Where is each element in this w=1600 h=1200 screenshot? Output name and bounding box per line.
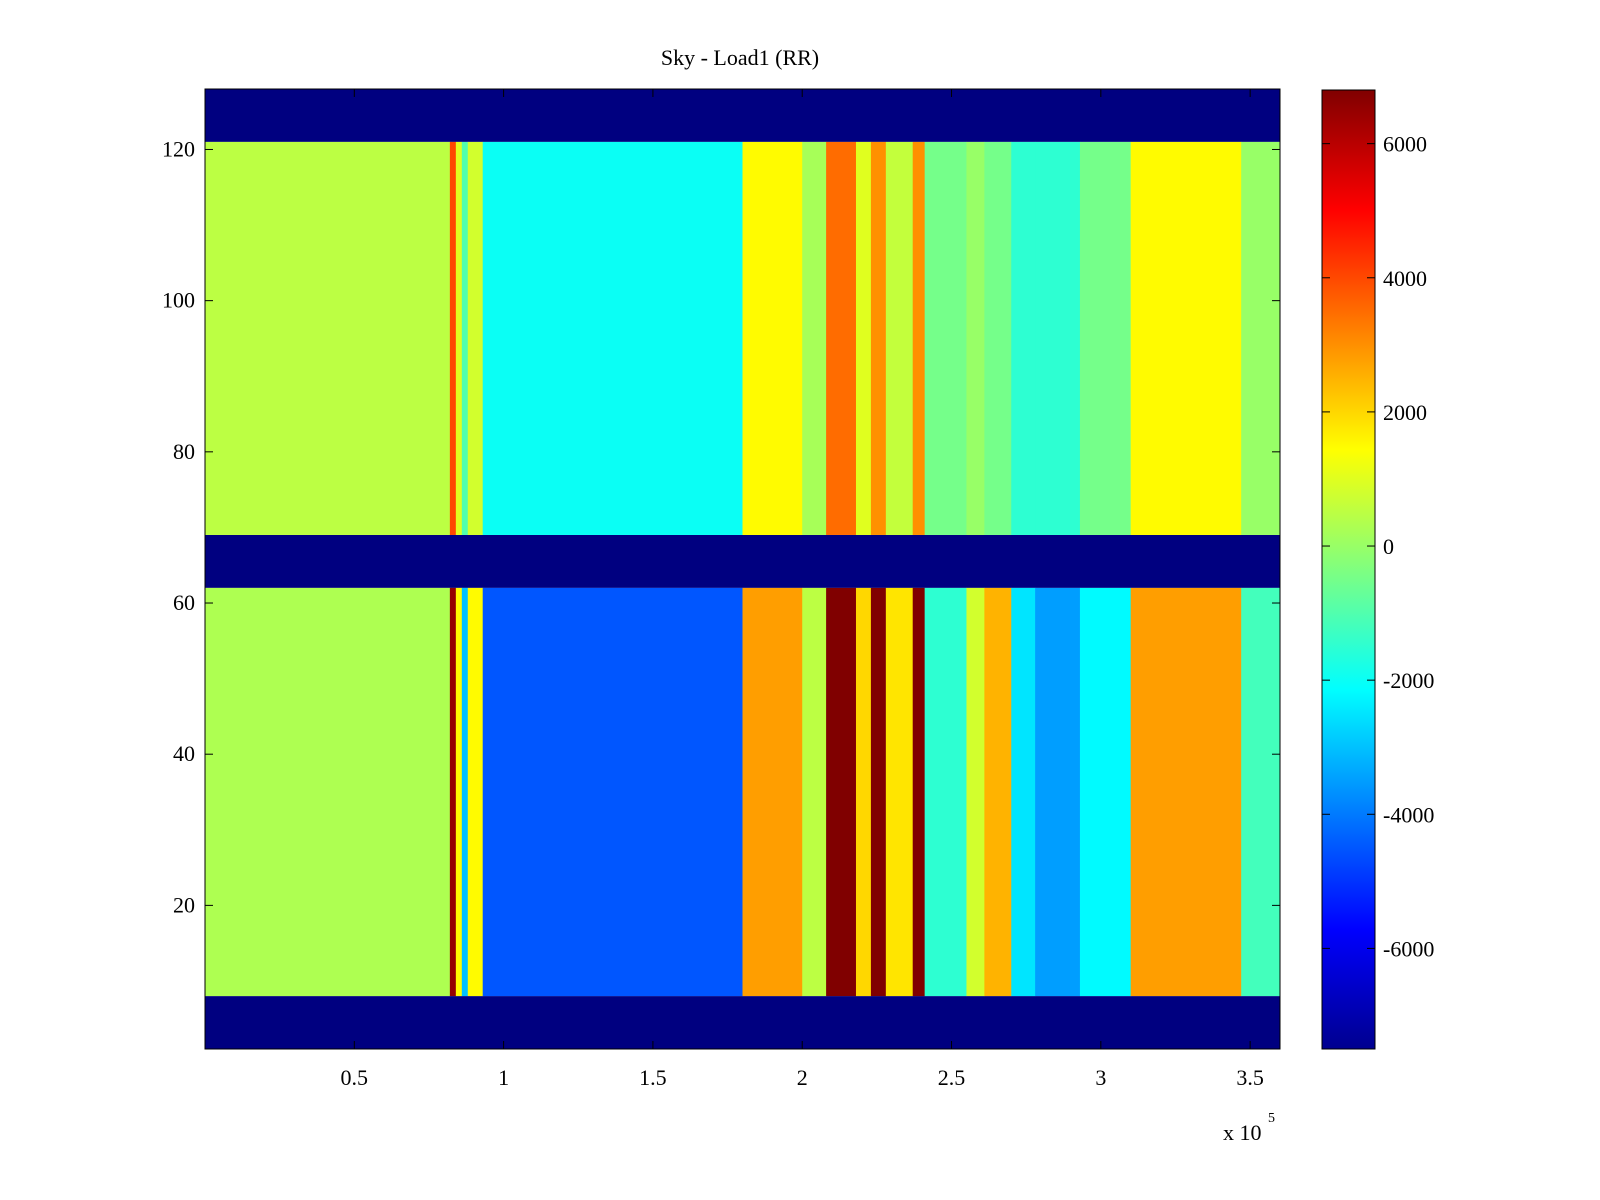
x-tick-label: 3.5 — [1236, 1065, 1264, 1090]
heatmap-cell — [455, 141, 463, 535]
colorbar-tick-label: -6000 — [1383, 936, 1434, 961]
masked-band — [205, 89, 1280, 142]
y-tick-label: 20 — [173, 892, 195, 917]
heatmap-cell — [802, 587, 827, 997]
heatmap-cell — [461, 587, 469, 997]
colorbar — [1321, 89, 1376, 1050]
heatmap-cell — [826, 141, 857, 535]
heatmap-cell — [461, 141, 469, 535]
heatmap-cell — [205, 141, 451, 535]
heatmap-cell — [1241, 587, 1281, 997]
colorbar-tick-label: -4000 — [1383, 802, 1434, 827]
heatmap-cell — [855, 141, 872, 535]
masked-band — [205, 996, 1280, 1049]
heatmap-cell — [885, 587, 914, 997]
heatmap-cell — [984, 587, 1012, 997]
heatmap-cell — [482, 587, 743, 997]
heatmap-cell — [467, 587, 484, 997]
heatmap-cell — [966, 141, 985, 535]
heatmap-cell — [1079, 141, 1132, 535]
colorbar-tick-label: 2000 — [1383, 400, 1427, 425]
heatmap-cell — [742, 141, 803, 535]
colorbar-tick-label: 4000 — [1383, 266, 1427, 291]
x-tick-label: 1.5 — [639, 1065, 667, 1090]
heatmap-cell — [482, 141, 743, 535]
y-tick-label: 40 — [173, 741, 195, 766]
x-axis-multiplier-exponent: 5 — [1268, 1111, 1275, 1126]
heatmap-cell — [1011, 141, 1036, 535]
colorbar-tick-label: 6000 — [1383, 132, 1427, 157]
heatmap-cell — [1011, 587, 1036, 997]
heatmap-cell — [802, 141, 827, 535]
heatmap-cell — [455, 587, 463, 997]
x-axis-multiplier: x 10 — [1223, 1120, 1262, 1145]
heatmap-cell — [870, 141, 887, 535]
heatmap-cell — [855, 587, 872, 997]
heatmap-cell — [449, 587, 457, 997]
x-tick-label: 2.5 — [938, 1065, 966, 1090]
heatmap-cell — [924, 141, 967, 535]
y-tick-label: 120 — [162, 136, 195, 161]
plot-area — [205, 89, 1281, 1049]
heatmap-cell — [1035, 141, 1081, 535]
y-tick-label: 100 — [162, 288, 195, 313]
chart-title: Sky - Load1 (RR) — [661, 45, 819, 70]
x-tick-label: 0.5 — [341, 1065, 369, 1090]
heatmap-cell — [870, 587, 887, 997]
heatmap-cell — [1241, 141, 1281, 535]
x-tick-label: 3 — [1095, 1065, 1106, 1090]
heatmap-cell — [1130, 141, 1242, 535]
heatmap-cell — [467, 141, 484, 535]
heatmap-cell — [826, 587, 857, 997]
heatmap-cell — [205, 587, 451, 997]
y-tick-label: 80 — [173, 439, 195, 464]
plot-frame — [204, 88, 1281, 1050]
x-tick-label: 2 — [797, 1065, 808, 1090]
x-tick-label: 1 — [498, 1065, 509, 1090]
heatmap-cell — [742, 587, 803, 997]
heatmap-cell — [912, 141, 926, 535]
colorbar-tick-label: 0 — [1383, 534, 1394, 559]
heatmap-cell — [984, 141, 1012, 535]
x-axis: 0.5 1 1.5 2 2.5 3 3.5 — [341, 89, 1264, 1090]
heatmap-cell — [885, 141, 914, 535]
y-axis: 20 40 60 80 100 120 — [162, 136, 1280, 917]
heatmap-cell — [1130, 587, 1242, 997]
heatmap-cell — [924, 587, 967, 997]
colorbar-tick-label: -2000 — [1383, 668, 1434, 693]
heatmap-cell — [966, 587, 985, 997]
heatmap-cell — [912, 587, 926, 997]
colorbar-axis: 6000 4000 2000 0 -2000 -4000 -6000 — [1322, 132, 1434, 961]
heatmap-cell — [449, 141, 457, 535]
heatmap-cell — [1079, 587, 1132, 997]
heatmap-cell — [1035, 587, 1081, 997]
y-tick-label: 60 — [173, 590, 195, 615]
masked-band — [205, 534, 1280, 588]
